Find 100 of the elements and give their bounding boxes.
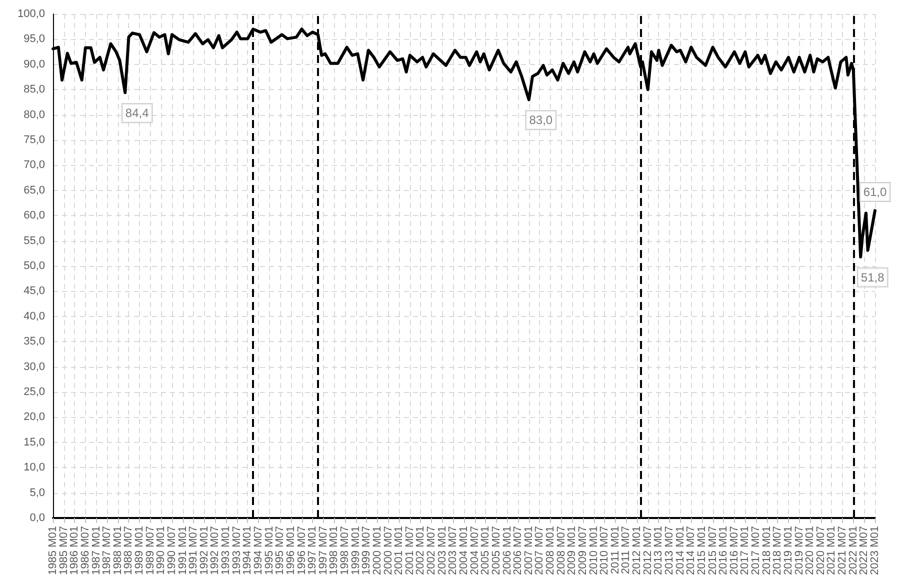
y-tick-label: 85,0: [24, 84, 45, 96]
x-tick-label: 2015 M07: [706, 526, 719, 575]
x-tick-label: 2011 M07: [620, 526, 632, 574]
annotation: 51,8: [860, 270, 885, 284]
x-tick-label: 2017 M07: [750, 526, 762, 575]
annotation: 83,0: [529, 113, 553, 128]
x-tick-label: 2009 M01: [566, 526, 578, 575]
y-tick-label: 0,0: [30, 512, 45, 524]
x-tick-label: 1996 M07: [296, 526, 308, 575]
y-tick-label: 20,0: [24, 411, 45, 424]
x-tick-label: 2004 M07: [468, 526, 481, 575]
y-tick-label: 35,0: [24, 336, 45, 348]
x-tick-label: 2003 M07: [447, 526, 460, 575]
x-tick-label: 1988 M01: [112, 526, 124, 575]
x-tick-label: 2015 M01: [696, 526, 708, 575]
y-tick-label: 95,0: [24, 33, 45, 46]
x-tick-label: 1997 M07: [317, 526, 330, 575]
x-tick-label: 1992 M01: [198, 526, 210, 575]
y-tick-label: 55,0: [24, 234, 45, 247]
x-tick-label: 1995 M07: [274, 526, 286, 575]
y-tick-label: 80,0: [24, 108, 45, 121]
x-tick-label: 1987 M07: [101, 526, 114, 575]
x-tick-label: 2003 M01: [436, 526, 448, 575]
x-tick-label: 1992 M07: [209, 526, 222, 575]
y-tick-label: 65,0: [24, 184, 45, 196]
x-tick-label: 2000 M01: [371, 526, 384, 575]
x-tick-label: 2006 M07: [512, 526, 524, 575]
x-tick-label: 2012 M07: [642, 526, 654, 575]
x-tick-label: 2017 M01: [739, 526, 752, 575]
y-tick-label: 30,0: [24, 360, 45, 373]
annotation: 84,4: [125, 106, 150, 120]
x-tick-label: 2009 M07: [576, 526, 589, 575]
x-tick-label: 2007 M01: [522, 526, 535, 575]
x-tick-label: 1986 M07: [79, 526, 92, 575]
y-tick-label: 40,0: [24, 310, 45, 322]
x-tick-label: 1990 M01: [155, 526, 168, 575]
x-tick-label: 2011 M01: [609, 526, 622, 574]
x-tick-label: 2006 M01: [501, 526, 514, 575]
y-tick-label: 60,0: [24, 210, 45, 222]
y-tick-label: 5,0: [30, 486, 45, 499]
x-tick-label: 1991 M01: [176, 526, 189, 575]
x-tick-label: 1993 M01: [220, 526, 232, 575]
x-tick-label: 2018 M01: [760, 526, 773, 575]
x-tick-label: 2005 M07: [490, 526, 502, 575]
y-tick-label: 100,0: [17, 8, 45, 20]
y-tick-label: 25,0: [24, 386, 45, 398]
x-tick-label: 1993 M07: [230, 526, 243, 575]
x-tick-label: 2022 M07: [858, 526, 870, 575]
x-tick-label: 2016 M01: [718, 526, 730, 575]
x-tick-label: 2014 M01: [674, 526, 686, 575]
x-tick-label: 2001 M01: [393, 526, 406, 575]
y-tick-label: 15,0: [24, 436, 45, 448]
x-tick-label: 2004 M01: [458, 526, 470, 575]
x-tick-label: 1996 M01: [284, 526, 297, 575]
y-tick-label: 75,0: [24, 134, 45, 146]
x-tick-label: 2021 M07: [836, 526, 849, 575]
y-tick-label: 70,0: [24, 159, 45, 172]
x-tick-label: 1987 M01: [90, 526, 102, 575]
x-tick-label: 1998 M01: [328, 526, 340, 575]
x-tick-label: 2014 M07: [685, 526, 698, 575]
x-tick-label: 1988 M07: [122, 526, 135, 575]
x-tick-label: 2019 M07: [793, 526, 806, 575]
x-tick-label: 2000 M07: [382, 526, 394, 575]
y-tick-label: 45,0: [24, 285, 45, 298]
x-tick-label: 2002 M01: [414, 526, 427, 575]
x-tick-label: 2021 M01: [826, 526, 838, 575]
x-tick-label: 2002 M07: [426, 526, 438, 575]
x-tick-label: 1989 M01: [134, 526, 146, 575]
x-tick-label: 2019 M01: [782, 526, 794, 575]
x-tick-label: 1985 M07: [58, 526, 70, 575]
x-tick-label: 1999 M07: [360, 526, 373, 575]
x-tick-label: 2001 M07: [404, 526, 416, 575]
x-tick-label: 1986 M01: [68, 526, 81, 575]
x-tick-label: 2008 M07: [555, 526, 568, 575]
x-tick-label: 1994 M07: [252, 526, 264, 575]
x-tick-label: 2008 M01: [544, 526, 557, 575]
x-tick-label: 1998 M07: [339, 526, 352, 575]
x-tick-label: 2010 M07: [598, 526, 611, 575]
x-tick-label: 1995 M01: [263, 526, 276, 575]
x-tick-label: 1994 M01: [242, 526, 254, 575]
x-tick-label: 2013 M07: [664, 526, 676, 575]
x-tick-label: 2013 M01: [652, 526, 665, 575]
x-tick-label: 2022 M01: [847, 526, 860, 575]
x-tick-label: 2005 M01: [480, 526, 492, 575]
x-tick-label: 2010 M01: [588, 526, 600, 575]
x-tick-label: 2020 M07: [814, 526, 827, 575]
x-tick-label: 1985 M01: [47, 526, 59, 575]
y-tick-label: 90,0: [24, 58, 45, 70]
x-tick-label: 2012 M01: [631, 526, 644, 575]
x-tick-label: 1989 M07: [144, 526, 156, 575]
x-tick-label: 1997 M01: [306, 526, 319, 575]
y-tick-label: 50,0: [24, 260, 45, 272]
x-tick-label: 2016 M07: [728, 526, 740, 575]
annotation: 61,0: [863, 185, 887, 200]
x-tick-label: 2018 M07: [772, 526, 784, 575]
x-tick-label: 2007 M07: [534, 526, 546, 575]
x-tick-label: 2020 M01: [804, 526, 816, 575]
y-tick-label: 10,0: [24, 462, 45, 474]
x-tick-label: 1991 M07: [188, 526, 200, 575]
x-tick-label: 1990 M07: [166, 526, 178, 575]
